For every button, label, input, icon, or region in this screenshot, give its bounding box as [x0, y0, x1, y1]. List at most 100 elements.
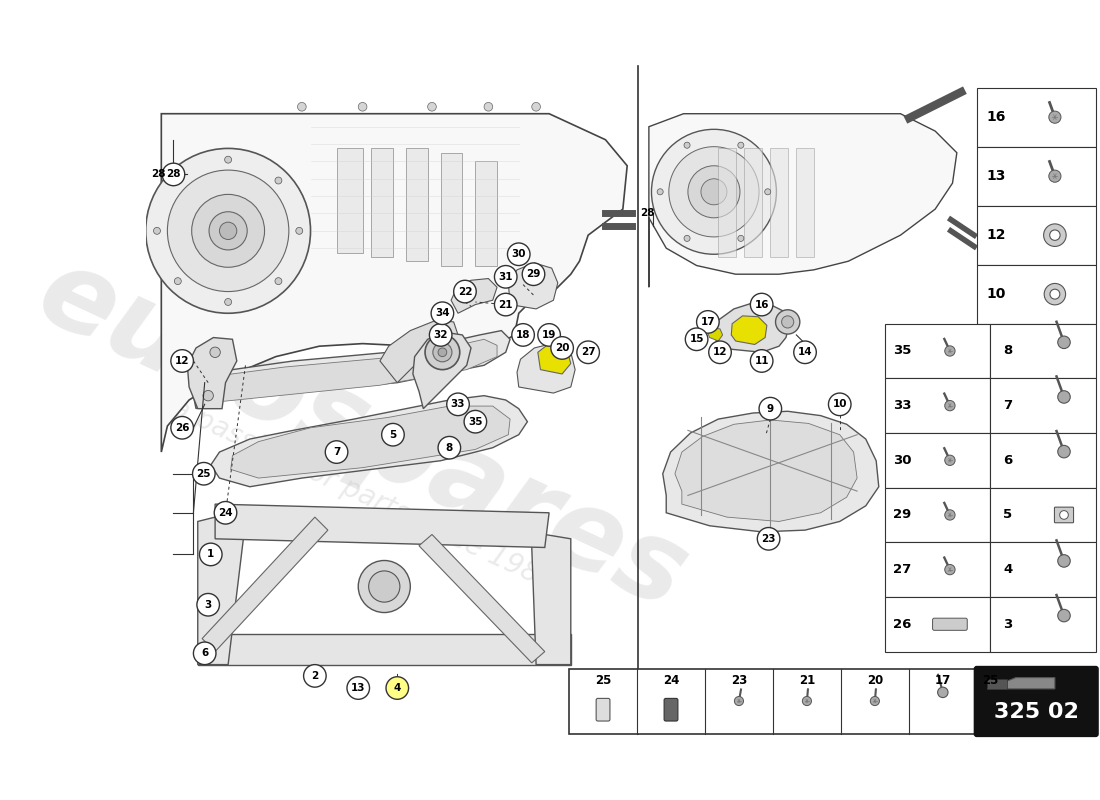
Text: 10: 10 [833, 399, 847, 410]
Text: 34: 34 [436, 308, 450, 318]
Text: 28: 28 [166, 170, 180, 179]
Circle shape [764, 189, 771, 195]
Circle shape [346, 677, 370, 699]
Circle shape [210, 347, 220, 358]
Text: 19: 19 [542, 330, 557, 340]
Polygon shape [732, 316, 767, 345]
Polygon shape [198, 634, 571, 665]
Text: 16: 16 [987, 110, 1005, 124]
Circle shape [538, 324, 560, 346]
Bar [977, 265, 1096, 324]
Polygon shape [531, 534, 571, 665]
Text: 3: 3 [205, 600, 212, 610]
Bar [990, 378, 1096, 433]
Circle shape [275, 177, 282, 184]
Text: 12: 12 [713, 347, 727, 358]
Circle shape [738, 235, 744, 242]
Text: a passion for parts since 1985: a passion for parts since 1985 [166, 394, 559, 597]
Polygon shape [202, 517, 328, 651]
Circle shape [386, 677, 408, 699]
Bar [406, 149, 428, 261]
Circle shape [945, 510, 955, 520]
Circle shape [708, 341, 732, 363]
Text: 26: 26 [893, 618, 912, 630]
Polygon shape [990, 695, 1022, 712]
Text: 5: 5 [1003, 509, 1012, 522]
Circle shape [204, 390, 213, 401]
Circle shape [735, 697, 744, 706]
Text: 17: 17 [701, 317, 715, 327]
Text: 8: 8 [1003, 345, 1012, 358]
Circle shape [197, 594, 219, 616]
Circle shape [154, 227, 161, 234]
Polygon shape [714, 303, 790, 352]
Circle shape [828, 393, 851, 416]
Polygon shape [663, 411, 879, 532]
Text: 33: 33 [893, 399, 912, 412]
Polygon shape [205, 339, 497, 402]
Circle shape [1058, 446, 1070, 458]
Text: 21: 21 [498, 299, 513, 310]
Polygon shape [538, 344, 571, 374]
Text: 20: 20 [554, 343, 570, 353]
Circle shape [304, 665, 327, 687]
Polygon shape [649, 114, 957, 287]
Text: 28: 28 [640, 209, 654, 218]
Circle shape [669, 146, 759, 237]
Bar [718, 149, 736, 257]
Bar [441, 153, 462, 266]
Bar [337, 149, 363, 253]
Circle shape [937, 687, 948, 698]
Circle shape [870, 697, 879, 706]
Circle shape [464, 410, 486, 433]
Circle shape [219, 222, 236, 239]
Polygon shape [198, 517, 245, 665]
Bar [745, 149, 761, 257]
Circle shape [522, 263, 544, 286]
Polygon shape [211, 396, 527, 486]
Circle shape [170, 350, 194, 372]
Bar [990, 597, 1096, 651]
Bar [884, 488, 990, 542]
Text: 26: 26 [175, 422, 189, 433]
Circle shape [1059, 510, 1068, 519]
Bar [372, 149, 393, 257]
Text: 15: 15 [690, 334, 704, 344]
Text: 12: 12 [175, 356, 189, 366]
Circle shape [425, 335, 460, 370]
Polygon shape [451, 278, 497, 314]
Text: 25: 25 [595, 674, 612, 686]
Text: 17: 17 [935, 674, 952, 686]
Polygon shape [419, 534, 544, 663]
Text: 4: 4 [1003, 563, 1012, 576]
Circle shape [429, 324, 452, 346]
Circle shape [1044, 283, 1066, 305]
Circle shape [453, 280, 476, 303]
Circle shape [1049, 230, 1060, 240]
Bar [884, 433, 990, 488]
Text: 5: 5 [389, 430, 397, 440]
Polygon shape [987, 678, 1055, 689]
Text: 29: 29 [893, 509, 911, 522]
Text: 325 02: 325 02 [993, 702, 1079, 722]
Bar [990, 433, 1096, 488]
Circle shape [531, 102, 540, 111]
Circle shape [701, 178, 727, 205]
Circle shape [433, 342, 452, 362]
Polygon shape [517, 344, 575, 393]
Circle shape [145, 149, 310, 314]
Text: 1: 1 [207, 550, 215, 559]
Circle shape [199, 543, 222, 566]
Circle shape [167, 170, 289, 291]
Bar [884, 378, 990, 433]
Circle shape [750, 294, 773, 316]
Circle shape [512, 324, 535, 346]
Bar [990, 542, 1096, 597]
Circle shape [275, 278, 282, 285]
Bar [884, 542, 990, 597]
Text: 3: 3 [1003, 618, 1012, 630]
Text: 30: 30 [512, 250, 526, 259]
Bar [770, 149, 788, 257]
Circle shape [782, 316, 794, 328]
Circle shape [428, 102, 437, 111]
